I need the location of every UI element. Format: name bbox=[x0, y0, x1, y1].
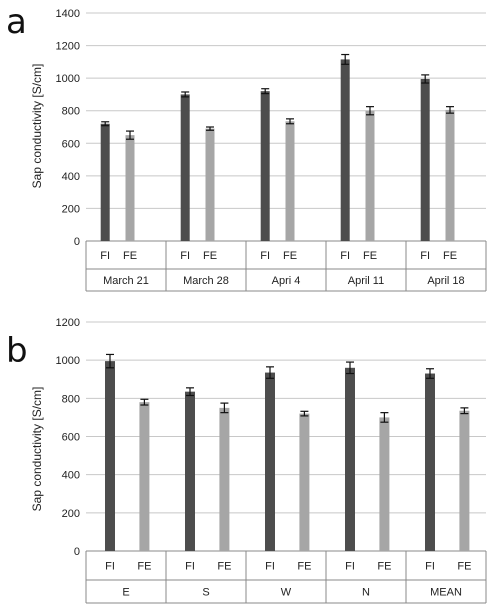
bar-fe bbox=[205, 128, 215, 241]
y-tick-label: 800 bbox=[62, 106, 80, 118]
series-label-fi: FI bbox=[185, 561, 195, 573]
group-label: Apri 4 bbox=[272, 275, 301, 287]
series-label-fe: FE bbox=[457, 561, 471, 573]
bar-fi bbox=[185, 391, 195, 551]
series-label-fi: FI bbox=[265, 561, 275, 573]
group-label: March 28 bbox=[183, 275, 229, 287]
group-label: April 11 bbox=[348, 275, 384, 287]
y-axis-label-b: Sap conductivity [S/cm] bbox=[30, 387, 44, 512]
group-label: March 21 bbox=[103, 275, 149, 287]
y-tick-label: 400 bbox=[62, 171, 80, 183]
group-label: E bbox=[122, 587, 129, 599]
series-label-fi: FI bbox=[425, 561, 435, 573]
series-label-fi: FI bbox=[100, 250, 110, 262]
panel-label-b: b bbox=[6, 331, 28, 371]
series-label-fi: FI bbox=[420, 250, 430, 262]
bar-fi bbox=[260, 91, 270, 242]
group-label: April 18 bbox=[427, 275, 464, 287]
y-tick-label: 1200 bbox=[56, 317, 80, 329]
y-tick-label: 600 bbox=[62, 432, 80, 444]
group-label: N bbox=[362, 587, 370, 599]
series-label-fi: FI bbox=[180, 250, 190, 262]
series-label-fe: FE bbox=[283, 250, 297, 262]
bar-fi bbox=[345, 367, 355, 551]
series-label-fe: FE bbox=[217, 561, 231, 573]
series-label-fi: FI bbox=[105, 561, 115, 573]
bar-fi bbox=[100, 123, 110, 241]
chart-b: Sap conductivity [S/cm] 0 200 400 600 800 100… bbox=[30, 317, 487, 604]
bar-fe bbox=[445, 109, 455, 242]
panel-label-a: a bbox=[6, 2, 27, 42]
bar-fi bbox=[105, 361, 115, 551]
series-label-fe: FE bbox=[297, 561, 311, 573]
bar-fe bbox=[139, 402, 150, 551]
y-axis-label-a: Sap conductivity [S/cm] bbox=[30, 64, 44, 189]
series-label-fe: FE bbox=[123, 250, 137, 262]
chart-a: Sap conductivity [S/cm] 0 200 400 600 800 100… bbox=[30, 8, 487, 292]
group-label: W bbox=[281, 587, 292, 599]
y-tick-label: 200 bbox=[62, 203, 80, 215]
y-tick-label: 400 bbox=[62, 470, 80, 482]
bar-fe bbox=[365, 110, 375, 241]
bar-fe bbox=[219, 407, 230, 551]
y-tick-label: 800 bbox=[62, 393, 80, 405]
bar-fe bbox=[459, 410, 470, 551]
bar-fe bbox=[299, 413, 310, 551]
bar-fe bbox=[125, 135, 135, 241]
bar-fi bbox=[180, 94, 190, 241]
bar-fi bbox=[425, 373, 435, 551]
bar-fe bbox=[285, 121, 295, 241]
y-tick-label: 1200 bbox=[56, 41, 80, 53]
bar-fi bbox=[265, 372, 275, 551]
y-tick-label: 0 bbox=[74, 236, 80, 248]
y-tick-label: 0 bbox=[74, 546, 80, 558]
series-label-fe: FE bbox=[443, 250, 457, 262]
bar-fi bbox=[340, 59, 350, 241]
bar-fi bbox=[420, 78, 430, 241]
bar-fe bbox=[379, 417, 390, 551]
series-label-fi: FI bbox=[260, 250, 270, 262]
y-tick-label: 1000 bbox=[56, 355, 80, 367]
series-label-fe: FE bbox=[363, 250, 377, 262]
series-label-fi: FI bbox=[340, 250, 350, 262]
series-label-fi: FI bbox=[345, 561, 355, 573]
group-label: MEAN bbox=[430, 587, 462, 599]
group-label: S bbox=[202, 587, 209, 599]
series-label-fe: FE bbox=[137, 561, 151, 573]
y-tick-label: 1000 bbox=[56, 73, 80, 85]
y-tick-label: 200 bbox=[62, 508, 80, 520]
y-tick-label: 600 bbox=[62, 138, 80, 150]
series-label-fe: FE bbox=[203, 250, 217, 262]
y-tick-label: 1400 bbox=[56, 8, 80, 20]
series-label-fe: FE bbox=[377, 561, 391, 573]
